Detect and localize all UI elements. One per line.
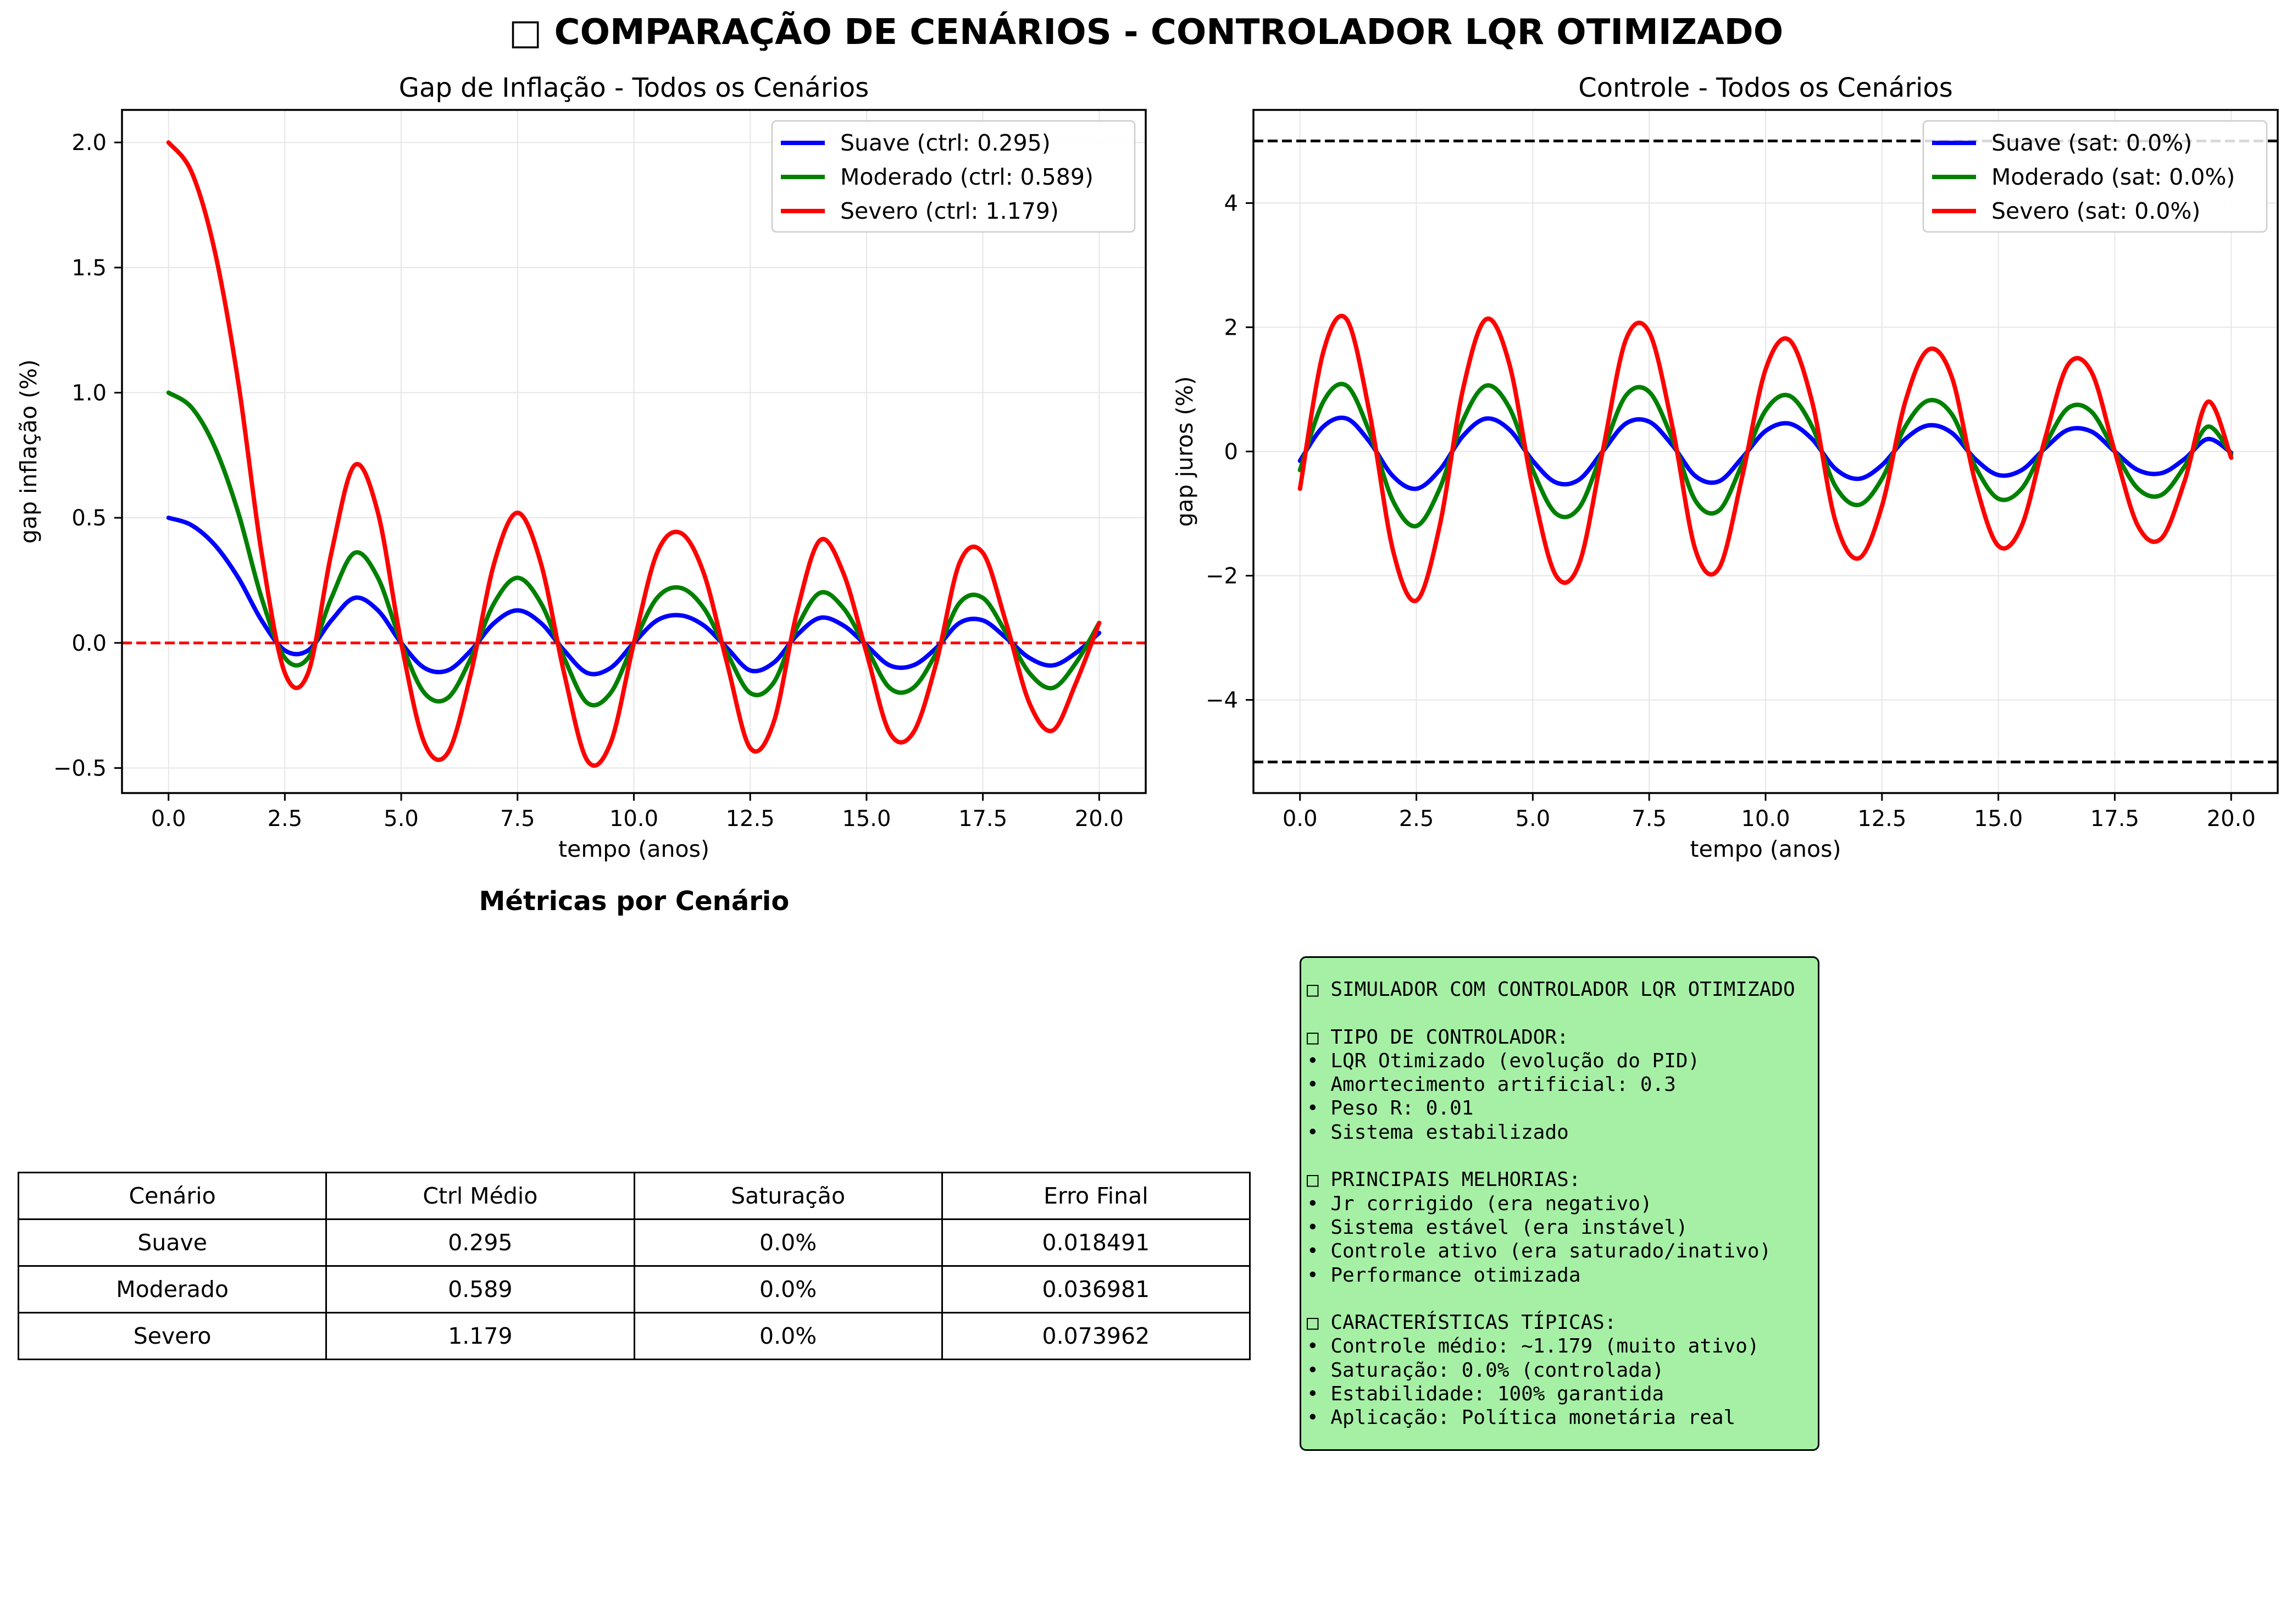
y-tick-label: −0.5	[53, 756, 107, 781]
x-tick-label: 20.0	[1075, 806, 1124, 832]
table-cell: Moderado	[17, 1265, 328, 1313]
table-cell: Suave	[17, 1218, 328, 1267]
info-line: • Controle ativo (era saturado/inativo)	[1307, 1240, 1772, 1263]
y-axis-label: gap inflação (%)	[15, 359, 42, 544]
info-line: • Amortecimento artificial: 0.3	[1307, 1073, 1676, 1096]
info-line: □ SIMULADOR COM CONTROLADOR LQR OTIMIZAD…	[1307, 978, 1795, 1001]
x-tick-label: 10.0	[609, 806, 658, 832]
table-cell: 0.589	[325, 1265, 635, 1313]
y-tick-label: 0.5	[71, 506, 107, 531]
info-line: • Sistema estabilizado	[1307, 1121, 1569, 1144]
x-tick-label: 17.5	[958, 806, 1007, 832]
legend-label: Moderado (ctrl: 0.589)	[840, 164, 1094, 190]
metrics-title: Métricas por Cenário	[479, 886, 790, 917]
table-cell: 0.0%	[633, 1265, 943, 1313]
info-line: • Estabilidade: 100% garantida	[1307, 1383, 1664, 1406]
x-axis-label: tempo (anos)	[558, 836, 709, 862]
info-line: □ PRINCIPAIS MELHORIAS:	[1307, 1168, 1581, 1191]
info-line: • Jr corrigido (era negativo)	[1307, 1192, 1652, 1215]
x-tick-label: 5.0	[1516, 806, 1551, 832]
chart-title: Gap de Inflação - Todos os Cenários	[399, 73, 869, 103]
table-cell: 1.179	[325, 1312, 635, 1360]
x-tick-label: 2.5	[268, 806, 303, 832]
y-tick-label: 1.5	[71, 256, 107, 281]
table-cell: Severo	[17, 1312, 328, 1360]
y-tick-label: 2	[1224, 315, 1238, 341]
y-tick-label: 4	[1224, 191, 1238, 217]
table-row: Suave 0.295 0.0% 0.018491	[17, 1218, 1251, 1267]
y-tick-label: 0	[1224, 440, 1238, 465]
table-header-cell: Ctrl Médio	[325, 1172, 635, 1220]
table-header-cell: Saturação	[633, 1172, 943, 1220]
info-line: • Sistema estável (era instável)	[1307, 1216, 1688, 1239]
chart-title: Controle - Todos os Cenários	[1578, 73, 1952, 103]
table-header-cell: Erro Final	[941, 1172, 1251, 1220]
x-axis-label: tempo (anos)	[1690, 836, 1841, 862]
figure-title: □ COMPARAÇÃO DE CENÁRIOS - CONTROLADOR L…	[508, 12, 1784, 53]
x-tick-label: 5.0	[384, 806, 419, 832]
legend-label: Severo (sat: 0.0%)	[1991, 198, 2200, 224]
x-tick-label: 20.0	[2207, 806, 2256, 832]
legend-label: Suave (sat: 0.0%)	[1991, 130, 2192, 156]
metrics-table: Cenário Ctrl Médio Saturação Erro Final …	[17, 1172, 1251, 1360]
x-tick-label: 12.5	[1857, 806, 1906, 832]
y-tick-label: 0.0	[71, 631, 107, 656]
x-tick-label: 0.0	[1283, 806, 1318, 832]
legend-box	[1922, 120, 2268, 233]
table-header-cell: Cenário	[17, 1172, 328, 1220]
y-axis-label: gap juros (%)	[1172, 376, 1198, 527]
table-row: Severo 1.179 0.0% 0.073962	[17, 1312, 1251, 1360]
info-box: □ SIMULADOR COM CONTROLADOR LQR OTIMIZAD…	[1300, 956, 1819, 1451]
info-block-header: □ SIMULADOR COM CONTROLADOR LQR OTIMIZAD…	[1307, 978, 1812, 1001]
series-line	[166, 140, 1102, 768]
legend-label: Moderado (sat: 0.0%)	[1991, 164, 2235, 190]
x-tick-label: 2.5	[1399, 806, 1434, 832]
x-tick-label: 7.5	[500, 806, 535, 832]
info-line: □ TIPO DE CONTROLADOR:	[1307, 1026, 1569, 1049]
table-cell: 0.036981	[941, 1265, 1251, 1313]
control-chart: 0.0 2.5 5.0 7.5 10.0 12.5 15.0 17.5 20.0 −4 −2 0 2 4 C…	[1172, 73, 2279, 862]
table-cell: 0.0%	[633, 1218, 943, 1267]
table-cell: 0.073962	[941, 1312, 1251, 1360]
table-header-row: Cenário Ctrl Médio Saturação Erro Final	[17, 1172, 1251, 1220]
info-block-improvements: □ PRINCIPAIS MELHORIAS: • Jr corrigido (…	[1307, 1168, 1812, 1287]
table-cell: 0.295	[325, 1218, 635, 1267]
y-tick-label: −4	[1206, 688, 1238, 713]
info-block-controller-type: □ TIPO DE CONTROLADOR: • LQR Otimizado (…	[1307, 1026, 1812, 1144]
legend-box	[771, 120, 1136, 233]
x-tick-label: 10.0	[1741, 806, 1790, 832]
info-block-characteristics: □ CARACTERÍSTICAS TÍPICAS: • Controle mé…	[1307, 1311, 1812, 1429]
x-tick-label: 15.0	[1974, 806, 2023, 832]
info-line: • Controle médio: ~1.179 (muito ativo)	[1307, 1335, 1760, 1358]
legend-label: Severo (ctrl: 1.179)	[840, 198, 1059, 224]
info-line: • Aplicação: Política monetária real	[1307, 1406, 1736, 1429]
info-line: • Peso R: 0.01	[1307, 1097, 1474, 1120]
x-tick-label: 7.5	[1631, 806, 1667, 832]
table-cell: 0.0%	[633, 1312, 943, 1360]
y-tick-label: −2	[1206, 564, 1238, 589]
x-tick-label: 12.5	[726, 806, 775, 832]
table-row: Moderado 0.589 0.0% 0.036981	[17, 1265, 1251, 1313]
series-line	[1297, 313, 2234, 603]
legend-label: Suave (ctrl: 0.295)	[840, 130, 1051, 156]
y-tick-label: 1.0	[71, 381, 107, 406]
table-cell: 0.018491	[941, 1218, 1251, 1267]
inflation-gap-chart: 0.0 2.5 5.0 7.5 10.0 12.5 15.0 17.5 20.0 −0.5 0.0 0…	[15, 73, 1147, 862]
info-line: □ CARACTERÍSTICAS TÍPICAS:	[1307, 1311, 1617, 1334]
x-tick-label: 17.5	[2090, 806, 2139, 832]
x-tick-label: 0.0	[151, 806, 186, 832]
info-line: • Performance otimizada	[1307, 1263, 1581, 1287]
y-tick-label: 2.0	[71, 130, 107, 156]
info-line: • LQR Otimizado (evolução do PID)	[1307, 1049, 1700, 1072]
x-tick-label: 15.0	[842, 806, 891, 832]
info-line: • Saturação: 0.0% (controlada)	[1307, 1359, 1664, 1382]
